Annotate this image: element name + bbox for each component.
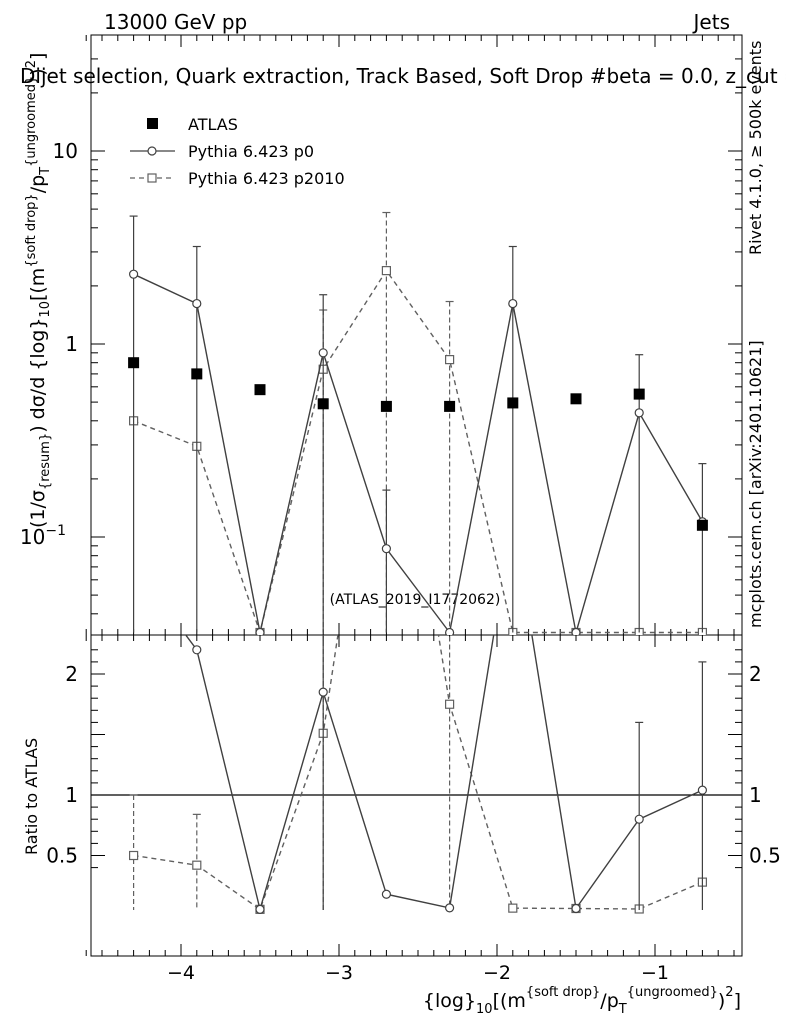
y-tick-label: 10−1 <box>20 523 66 549</box>
legend-label: Pythia 6.423 p2010 <box>188 169 345 188</box>
data-point <box>508 903 518 913</box>
series-line <box>133 273 704 635</box>
rivet-version-label: Rivet 4.1.0, ≥ 500k events <box>746 41 765 255</box>
source-label: mcplots.cern.ch [arXiv:2401.10621] <box>746 340 765 628</box>
ratio-y-tick-label: 0.5 <box>46 844 78 868</box>
series-line <box>133 269 703 635</box>
atlas-data-point <box>570 393 582 405</box>
legend-label: Pythia 6.423 p0 <box>188 142 314 161</box>
data-point <box>129 269 139 279</box>
main-series <box>128 211 708 635</box>
data-point <box>634 814 644 824</box>
data-point <box>445 903 455 913</box>
data-point <box>508 298 518 309</box>
legend-p2010-marker <box>147 173 157 183</box>
ratio-y-tick-label-right: 0.5 <box>749 844 781 868</box>
data-point <box>445 355 455 365</box>
data-point <box>318 687 328 697</box>
data-point <box>634 408 644 418</box>
data-point <box>381 889 391 899</box>
legend-atlas-marker <box>147 118 158 129</box>
data-point <box>445 627 455 635</box>
atlas-data-point <box>444 400 456 412</box>
data-point <box>571 627 581 635</box>
atlas-data-point <box>191 368 203 380</box>
analysis-watermark: (ATLAS_2019_I1772062) <box>330 592 501 608</box>
x-tick-label: −4 <box>167 962 195 984</box>
data-point <box>255 627 265 635</box>
ratio-y-tick-label: 2 <box>65 662 78 686</box>
atlas-data-point <box>317 398 329 410</box>
ratio-series <box>129 635 708 914</box>
legend: ATLAS Pythia 6.423 p0 Pythia 6.423 p2010 <box>130 115 345 188</box>
x-tick-label: −3 <box>325 962 353 984</box>
series-line <box>184 635 703 913</box>
data-point <box>381 266 391 276</box>
data-point <box>571 903 581 914</box>
tick-labels: −4 −3 −2 −1 10−1 1 10 0.5 0.5 1 1 2 2 <box>20 139 781 984</box>
atlas-data-point <box>254 384 266 396</box>
x-tick-label: −2 <box>483 962 511 984</box>
y-tick-label: 1 <box>65 332 78 356</box>
series-line <box>133 635 703 911</box>
atlas-data-point <box>696 519 708 531</box>
ratio-y-tick-label-right: 2 <box>749 662 762 686</box>
y-tick-label: 10 <box>53 139 78 163</box>
ratio-y-tick-label: 1 <box>65 783 78 807</box>
atlas-data-point <box>128 357 140 369</box>
data-point <box>381 544 391 554</box>
energy-label: 13000 GeV pp <box>104 10 247 34</box>
process-label: Jets <box>692 10 730 34</box>
data-point <box>445 699 455 709</box>
data-point <box>192 298 202 309</box>
plot-title: Dijet selection, Quark extraction, Track… <box>20 64 786 88</box>
ratio-xlabel: {log}10[(m{soft drop}/pT{ungroomed})2] <box>423 985 741 1017</box>
data-point <box>129 850 139 861</box>
atlas-data-point <box>633 388 645 400</box>
legend-label: ATLAS <box>188 115 238 134</box>
ratio-y-tick-label-right: 1 <box>749 783 762 807</box>
legend-p0-marker <box>147 146 157 156</box>
main-ylabel: (1/σ{resum}) dσ/d {log}10[(m{soft drop}/… <box>24 53 53 528</box>
data-point <box>697 785 708 795</box>
data-point <box>192 860 202 870</box>
data-point <box>318 348 328 358</box>
data-point <box>192 645 202 655</box>
atlas-data-point <box>380 400 392 412</box>
ratio-ylabel: Ratio to ATLAS <box>22 738 41 855</box>
x-tick-label: −1 <box>641 962 669 984</box>
data-point <box>255 904 265 914</box>
atlas-data-point <box>507 397 519 409</box>
